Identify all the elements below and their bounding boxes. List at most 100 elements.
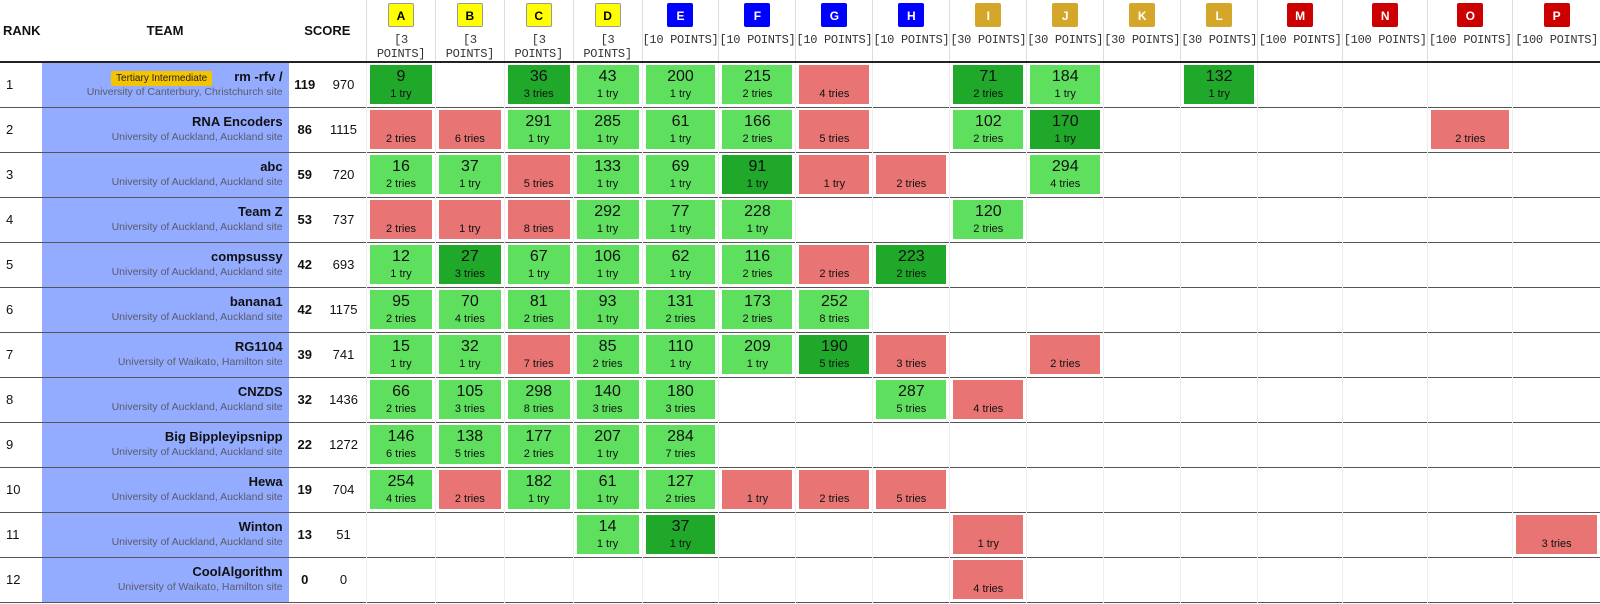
problem-header-g[interactable]: G [10 POINTS] xyxy=(795,0,873,63)
problem-cell-b[interactable]: 2 tries xyxy=(434,467,505,512)
solved-box[interactable]: 102 2 tries xyxy=(953,110,1024,149)
solved-box[interactable]: 120 2 tries xyxy=(953,200,1024,239)
problem-cell-b[interactable]: 32 1 try xyxy=(434,332,505,377)
team-cell[interactable]: Tertiary Intermediate rm -rfv / University… xyxy=(41,62,289,107)
problem-badge[interactable]: K xyxy=(1129,3,1156,27)
problem-cell-h[interactable]: 5 tries xyxy=(872,467,950,512)
problem-cell-c[interactable]: 8 tries xyxy=(503,197,574,242)
solved-box[interactable]: 200 1 try xyxy=(645,65,716,105)
problem-cell-g[interactable]: 5 tries xyxy=(795,107,873,152)
problem-cell-f[interactable]: 116 2 tries xyxy=(718,242,796,287)
problem-badge[interactable]: P xyxy=(1543,3,1570,27)
problem-cell-j[interactable]: 294 4 tries xyxy=(1026,152,1104,197)
problem-badge[interactable]: D xyxy=(594,3,621,27)
first-solve-box[interactable]: 9 1 try xyxy=(370,65,432,105)
team-name[interactable]: Team Z xyxy=(238,204,283,220)
problem-cell-c[interactable]: 67 1 try xyxy=(503,242,574,287)
problem-cell-f[interactable]: 215 2 tries xyxy=(718,62,796,107)
problem-cell-g[interactable]: 2 tries xyxy=(795,242,873,287)
problem-cell-e[interactable]: 62 1 try xyxy=(641,242,719,287)
problem-badge[interactable]: E xyxy=(667,3,694,27)
solved-box[interactable]: 292 1 try xyxy=(576,200,639,239)
problem-cell-f[interactable]: 209 1 try xyxy=(718,332,796,377)
team-cell[interactable]: CNZDS University of Auckland, Auckland si… xyxy=(41,377,289,422)
problem-cell-a[interactable]: 146 6 tries xyxy=(366,422,436,467)
problem-cell-d[interactable]: 43 1 try xyxy=(572,62,642,107)
solved-box[interactable]: 177 2 tries xyxy=(507,425,570,464)
solved-box[interactable]: 215 2 tries xyxy=(722,65,793,105)
solved-box[interactable]: 93 1 try xyxy=(576,290,639,329)
solved-box[interactable]: 184 1 try xyxy=(1030,65,1101,105)
solved-box[interactable]: 69 1 try xyxy=(645,155,716,194)
solved-box[interactable]: 106 1 try xyxy=(576,245,639,284)
problem-cell-e[interactable]: 69 1 try xyxy=(641,152,719,197)
problem-cell-e[interactable]: 284 7 tries xyxy=(641,422,719,467)
solved-box[interactable]: 116 2 tries xyxy=(722,245,793,284)
problem-header-e[interactable]: E [10 POINTS] xyxy=(641,0,719,63)
first-solve-box[interactable]: 190 5 tries xyxy=(799,335,870,374)
failed-attempt-box[interactable]: 2 tries xyxy=(876,155,947,194)
solved-box[interactable]: 146 6 tries xyxy=(370,425,432,464)
problem-header-d[interactable]: D [3 POINTS] xyxy=(572,0,642,63)
problem-cell-j[interactable]: 184 1 try xyxy=(1026,62,1104,107)
team-cell[interactable]: Big Bippleyipsnipp University of Auckland… xyxy=(41,422,289,467)
problem-cell-e[interactable]: 77 1 try xyxy=(641,197,719,242)
problem-cell-i[interactable]: 71 2 tries xyxy=(949,62,1027,107)
solved-box[interactable]: 66 2 tries xyxy=(370,380,432,419)
problem-header-m[interactable]: M [100 POINTS] xyxy=(1257,0,1343,63)
problem-header-f[interactable]: F [10 POINTS] xyxy=(718,0,796,63)
solved-box[interactable]: 131 2 tries xyxy=(645,290,716,329)
problem-cell-c[interactable]: 182 1 try xyxy=(503,467,574,512)
problem-header-k[interactable]: K [30 POINTS] xyxy=(1103,0,1181,63)
solved-box[interactable]: 298 8 tries xyxy=(507,380,570,419)
solved-box[interactable]: 67 1 try xyxy=(507,245,570,284)
solved-box[interactable]: 15 1 try xyxy=(370,335,432,374)
problem-cell-b[interactable]: 1 try xyxy=(434,197,505,242)
first-solve-box[interactable]: 170 1 try xyxy=(1030,110,1101,149)
solved-box[interactable]: 16 2 tries xyxy=(370,155,432,194)
problem-cell-h[interactable]: 223 2 tries xyxy=(872,242,950,287)
problem-badge[interactable]: J xyxy=(1052,3,1079,27)
solved-box[interactable]: 70 4 tries xyxy=(438,290,501,329)
problem-cell-d[interactable]: 61 1 try xyxy=(572,467,642,512)
solved-box[interactable]: 133 1 try xyxy=(576,155,639,194)
problem-cell-b[interactable]: 37 1 try xyxy=(434,152,505,197)
problem-cell-e[interactable]: 61 1 try xyxy=(641,107,719,152)
problem-cell-a[interactable]: 16 2 tries xyxy=(366,152,436,197)
first-solve-box[interactable]: 37 1 try xyxy=(645,515,716,554)
solved-box[interactable]: 166 2 tries xyxy=(722,110,793,149)
problem-cell-a[interactable]: 15 1 try xyxy=(366,332,436,377)
solved-box[interactable]: 61 1 try xyxy=(645,110,716,149)
solved-box[interactable]: 173 2 tries xyxy=(722,290,793,329)
problem-header-j[interactable]: J [30 POINTS] xyxy=(1026,0,1104,63)
failed-attempt-box[interactable]: 1 try xyxy=(438,200,501,239)
problem-header-b[interactable]: B [3 POINTS] xyxy=(434,0,505,63)
problem-cell-o[interactable]: 2 tries xyxy=(1427,107,1513,152)
problem-header-p[interactable]: P [100 POINTS] xyxy=(1512,0,1600,63)
failed-attempt-box[interactable]: 8 tries xyxy=(507,200,570,239)
team-cell[interactable]: RNA Encoders University of Auckland, Auck… xyxy=(41,107,289,152)
problem-cell-a[interactable]: 254 4 tries xyxy=(366,467,436,512)
failed-attempt-box[interactable]: 5 tries xyxy=(507,155,570,194)
team-cell[interactable]: Winton University of Auckland, Auckland s… xyxy=(41,512,289,557)
failed-attempt-box[interactable]: 6 tries xyxy=(438,110,501,149)
failed-attempt-box[interactable]: 2 tries xyxy=(799,245,870,284)
solved-box[interactable]: 110 1 try xyxy=(645,335,716,374)
failed-attempt-box[interactable]: 2 tries xyxy=(1431,110,1510,149)
problem-header-i[interactable]: I [30 POINTS] xyxy=(949,0,1027,63)
solved-box[interactable]: 127 2 tries xyxy=(645,470,716,509)
problem-cell-i[interactable]: 120 2 tries xyxy=(949,197,1027,242)
failed-attempt-box[interactable]: 1 try xyxy=(722,470,793,509)
problem-cell-f[interactable]: 228 1 try xyxy=(718,197,796,242)
failed-attempt-box[interactable]: 2 tries xyxy=(370,200,432,239)
problem-header-n[interactable]: N [100 POINTS] xyxy=(1342,0,1428,63)
team-name[interactable]: Big Bippleyipsnipp xyxy=(164,429,283,445)
problem-cell-c[interactable]: 291 1 try xyxy=(503,107,574,152)
problem-cell-e[interactable]: 110 1 try xyxy=(641,332,719,377)
problem-cell-d[interactable]: 93 1 try xyxy=(572,287,642,332)
problem-cell-b[interactable]: 138 5 tries xyxy=(434,422,505,467)
problem-cell-g[interactable]: 4 tries xyxy=(795,62,873,107)
problem-cell-d[interactable]: 106 1 try xyxy=(572,242,642,287)
failed-attempt-box[interactable]: 5 tries xyxy=(876,470,947,509)
solved-box[interactable]: 81 2 tries xyxy=(507,290,570,329)
